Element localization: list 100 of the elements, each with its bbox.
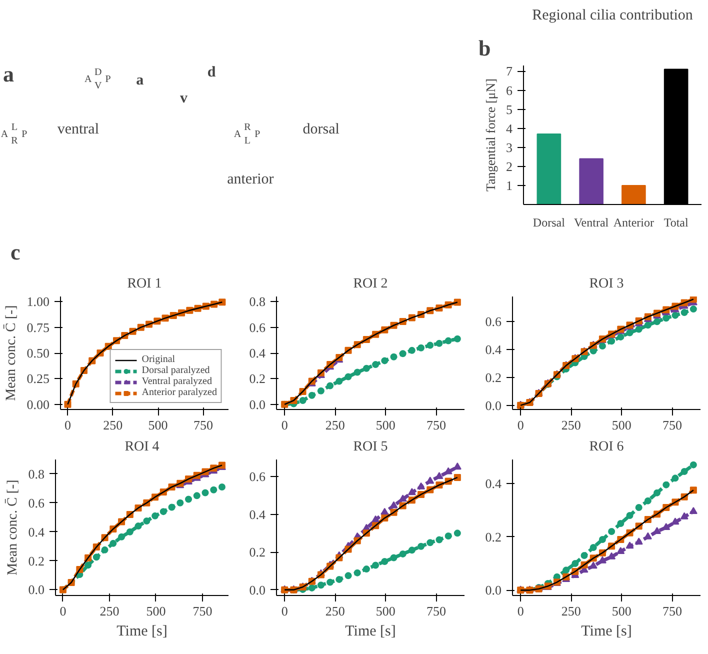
point (380, 508, 389, 515)
y-tick-label: 0.0 (485, 398, 502, 413)
point (672, 474, 679, 482)
y-tick-label: 0.0 (28, 582, 44, 598)
x-tick-label: 250 (100, 604, 120, 618)
point (354, 569, 361, 576)
y-axis-title: Mean conc. C̄ [-] (3, 305, 19, 401)
legend-label: Original (142, 354, 176, 365)
point (210, 486, 218, 494)
x-tick-label: 750 (662, 418, 682, 432)
point (84, 562, 92, 569)
point (185, 496, 192, 503)
point (118, 533, 126, 540)
x-tick-label: 0 (517, 604, 524, 618)
point (690, 461, 697, 468)
y-tick-label: 0.2 (249, 371, 266, 386)
point (326, 382, 334, 390)
y-tick-label: 7 (506, 64, 513, 79)
x-tick-label: 750 (426, 418, 446, 432)
point (598, 342, 606, 350)
point (654, 489, 661, 496)
text: A (84, 74, 93, 86)
point (426, 342, 434, 349)
point (654, 318, 661, 326)
text: ventral (57, 121, 99, 138)
text: b (478, 36, 491, 60)
x-tick-label: 500 (612, 604, 632, 618)
point (399, 550, 406, 558)
text: R (244, 122, 252, 134)
point (336, 378, 343, 385)
point (608, 552, 616, 560)
x-tick-label: 500 (612, 418, 632, 432)
text: A (234, 129, 242, 140)
x-tick-label: 750 (193, 418, 213, 432)
text: R (11, 136, 18, 147)
y-tick-label: 0.00 (26, 396, 50, 412)
point (317, 387, 324, 394)
point (344, 373, 352, 380)
point (644, 322, 652, 329)
point (202, 489, 209, 496)
point (426, 476, 434, 484)
x-tick-label: 0 (517, 418, 524, 432)
point (426, 539, 434, 546)
point (372, 361, 380, 368)
point (417, 482, 426, 490)
point (644, 497, 652, 504)
chart-title: ROI 3 (589, 276, 624, 292)
y-tick-label: 0.75 (26, 320, 50, 335)
y-tick-label: 0.0 (249, 396, 266, 412)
point (572, 560, 579, 567)
point (317, 582, 324, 589)
x-tick-label: 500 (376, 418, 396, 432)
x-tick-label: 250 (325, 604, 345, 618)
point (160, 508, 167, 516)
point (580, 552, 588, 559)
y-tick-label: 1 (506, 178, 512, 193)
text: c (10, 240, 20, 264)
x-tick-label: 250 (325, 418, 345, 432)
point (436, 536, 443, 544)
y-tick-label: 0.2 (28, 553, 44, 568)
point (110, 540, 117, 547)
y-tick-label: 0.4 (249, 506, 266, 522)
point (134, 522, 142, 530)
point (408, 546, 416, 554)
point (454, 335, 461, 342)
x-tick-label: 0 (64, 418, 71, 432)
x-tick-label: 0 (60, 604, 66, 618)
y-tick-label: 2 (506, 158, 512, 174)
point (408, 488, 416, 496)
point (608, 338, 616, 345)
point (92, 554, 100, 561)
x-tick-label: 250 (561, 418, 581, 432)
point (626, 542, 634, 549)
point (381, 558, 388, 565)
x-tick-label: 250 (561, 604, 581, 618)
point (354, 368, 361, 376)
x-tick-label: 750 (426, 604, 446, 618)
point (671, 518, 680, 525)
point (653, 526, 662, 534)
x-tick-label: 0 (281, 604, 288, 618)
point (143, 517, 150, 524)
y-axis-title: Mean conc. C̄ [-] (4, 480, 20, 576)
x-tick-label: Total (664, 216, 689, 230)
chart-title: ROI 5 (353, 440, 388, 454)
point (454, 530, 461, 537)
y-axis-title: Tangential force [μN] (483, 78, 498, 192)
chart-title: ROI 6 (589, 440, 624, 454)
point (444, 337, 452, 344)
point (680, 309, 688, 316)
y-tick-label: 0.0 (249, 582, 266, 598)
point (617, 520, 624, 527)
y-tick-label: 4 (506, 120, 513, 136)
x-tick-label: Anterior (613, 216, 654, 230)
point (362, 364, 370, 372)
point (617, 333, 624, 340)
x-tick-label: 750 (662, 604, 682, 618)
point (690, 306, 697, 313)
legend-label: Anterior paralyzed (142, 387, 217, 398)
legend-label: Dorsal paralyzed (142, 365, 210, 376)
point (193, 492, 200, 500)
